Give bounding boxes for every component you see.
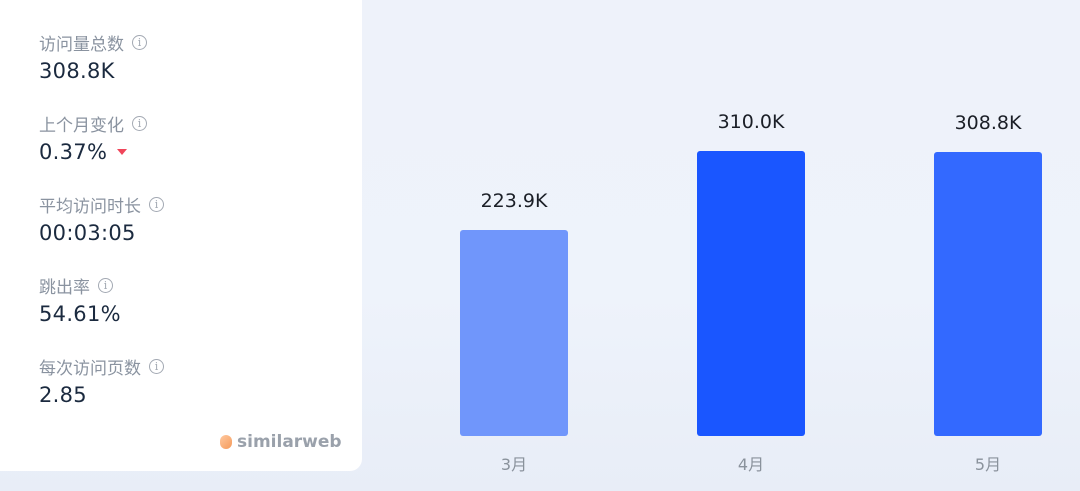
x-tick-label: 5月	[974, 455, 1002, 474]
metric-value-text: 54.61%	[39, 302, 121, 326]
info-icon[interactable]: i	[98, 277, 113, 293]
metric-label: 平均访问时长 i	[39, 193, 164, 217]
data-label: 310.0K	[717, 111, 785, 133]
metric-label: 每次访问页数 i	[39, 355, 164, 379]
info-icon[interactable]: i	[132, 115, 147, 131]
metric-label: 跳出率 i	[39, 274, 121, 298]
metric-value-text: 2.85	[39, 383, 87, 407]
metric-4: 每次访问页数 i 2.85	[39, 355, 164, 407]
metric-label-text: 访问量总数	[39, 34, 124, 55]
metric-value: 0.37%	[39, 140, 147, 164]
brand-name: similarweb	[237, 432, 342, 452]
metric-2: 平均访问时长 i 00:03:05	[39, 193, 164, 245]
metric-value: 00:03:05	[39, 221, 164, 245]
info-icon[interactable]: i	[149, 196, 164, 212]
metric-value: 308.8K	[39, 59, 147, 83]
metric-value: 2.85	[39, 383, 164, 407]
data-label: 223.9K	[480, 190, 548, 213]
data-label: 308.8K	[954, 112, 1022, 135]
metric-value-text: 0.37%	[39, 140, 108, 164]
similarweb-logo: similarweb	[220, 432, 342, 452]
metric-label: 上个月变化 i	[39, 112, 147, 136]
bar-1[interactable]	[697, 151, 805, 436]
metric-0: 访问量总数 i 308.8K	[39, 31, 147, 83]
info-icon[interactable]: i	[132, 34, 147, 50]
bar-0[interactable]	[460, 230, 568, 436]
metric-label-text: 上个月变化	[39, 115, 124, 136]
info-icon[interactable]: i	[149, 358, 164, 374]
trend-down-icon	[117, 149, 128, 155]
metric-value-text: 308.8K	[39, 59, 115, 83]
x-tick-label: 3月	[500, 455, 528, 474]
metric-label: 访问量总数 i	[39, 31, 147, 55]
metric-1: 上个月变化 i 0.37%	[39, 112, 147, 164]
metric-3: 跳出率 i 54.61%	[39, 274, 121, 326]
metric-label-text: 平均访问时长	[39, 196, 141, 217]
metric-value: 54.61%	[39, 302, 121, 326]
similarweb-logo-icon	[220, 435, 232, 449]
bar-2[interactable]	[934, 152, 1042, 436]
metrics-card	[0, 0, 362, 471]
metric-value-text: 00:03:05	[39, 221, 136, 245]
x-tick-label: 4月	[737, 455, 765, 474]
metric-label-text: 跳出率	[39, 277, 90, 298]
metric-label-text: 每次访问页数	[39, 358, 141, 379]
